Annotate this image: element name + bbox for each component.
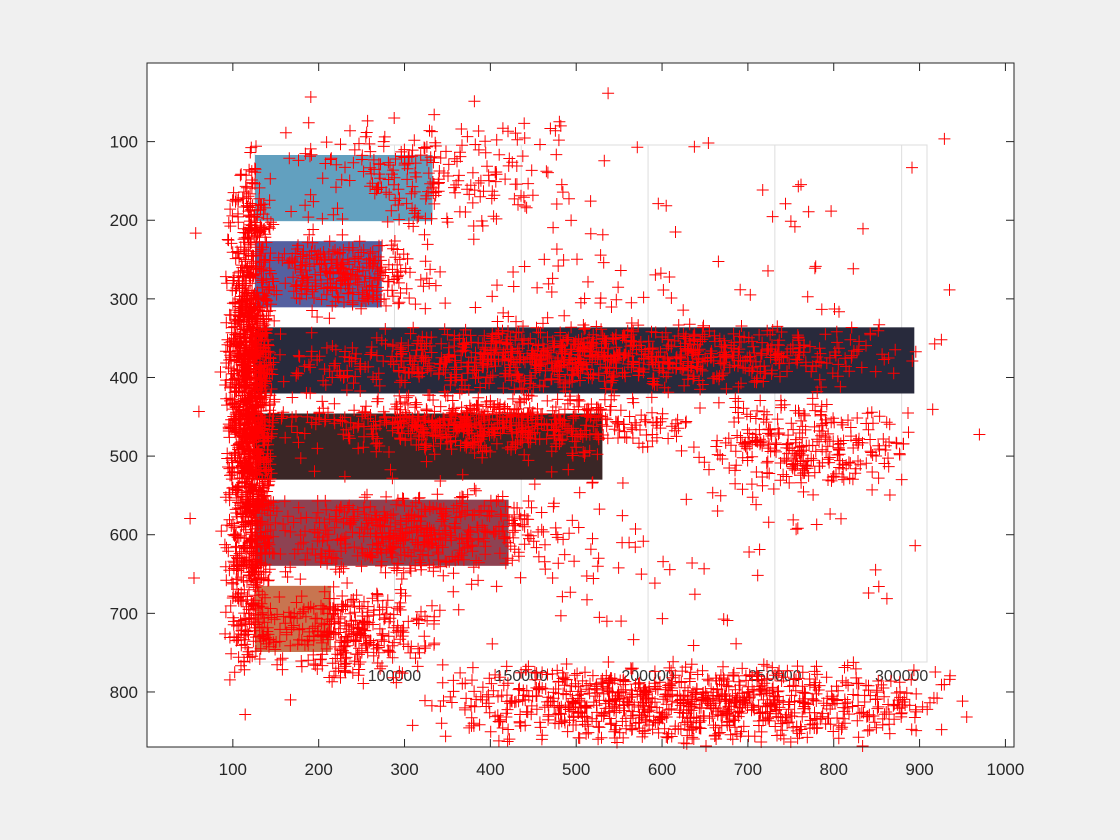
bg-chart-tick-label: 100000 [368, 668, 421, 685]
y-tick-label: 100 [110, 133, 138, 152]
bg-chart-tick-label: 200000 [621, 668, 674, 685]
y-tick-label: 600 [110, 526, 138, 545]
y-tick-label: 500 [110, 447, 138, 466]
x-tick-label: 200 [304, 760, 332, 779]
x-tick-label: 900 [905, 760, 933, 779]
y-axis: 100 200 300 400 500 600 700 800 [110, 133, 1014, 702]
x-tick-label: 100 [219, 760, 247, 779]
x-tick-label: 1000 [987, 760, 1025, 779]
y-tick-label: 800 [110, 683, 138, 702]
y-tick-label: 700 [110, 604, 138, 623]
x-axis: 100 200 300 400 500 600 700 800 900 1000 [219, 63, 1025, 779]
x-tick-label: 500 [562, 760, 590, 779]
scatter-markers [184, 87, 986, 752]
y-tick-label: 300 [110, 290, 138, 309]
y-tick-label: 200 [110, 211, 138, 230]
y-tick-label: 400 [110, 368, 138, 387]
axes-box [146, 62, 1015, 748]
bg-bar [255, 155, 433, 222]
x-tick-label: 700 [734, 760, 762, 779]
x-tick-label: 400 [476, 760, 504, 779]
x-tick-label: 300 [390, 760, 418, 779]
x-tick-label: 800 [820, 760, 848, 779]
scatter-plus-markers [184, 87, 986, 752]
x-tick-label: 600 [648, 760, 676, 779]
